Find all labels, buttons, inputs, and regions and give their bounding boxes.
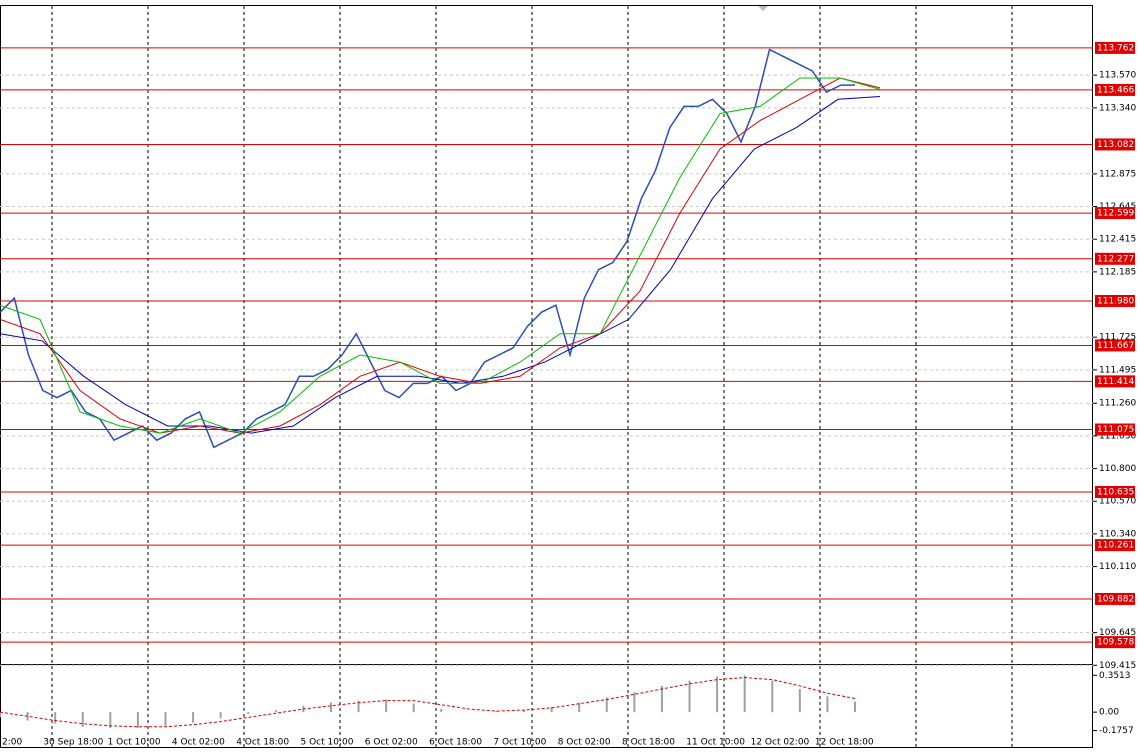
level-label: 111.667 [1097,341,1134,351]
y-tick-label: 109.415 [1099,661,1136,671]
y-tick-label: 111.260 [1099,399,1136,409]
y-tick-label: 111.030 [1099,431,1136,441]
y-tick-label: 111.725 [1099,333,1136,343]
y-tick-label: 110.340 [1099,529,1136,539]
level-label: 110.635 [1097,488,1134,498]
price-line [0,96,881,434]
level-label: 111.075 [1097,425,1134,435]
y-tick-label: 110.800 [1099,464,1136,474]
level-label: 111.414 [1097,377,1134,387]
x-tick-label: 7 Oct 10:00 [493,738,546,748]
x-tick-label: 11 Oct 10:00 [686,738,745,748]
y-tick-label: -0.1757 [1099,726,1134,736]
level-label: 112.599 [1097,209,1134,219]
y-tick-label: 110.110 [1099,562,1136,572]
level-label: 109.882 [1097,594,1134,604]
shift-marker [758,6,768,11]
level-label-box [1095,252,1135,265]
signal-line [0,676,856,728]
level-label: 110.261 [1097,541,1134,551]
x-tick-label: 2:00 [2,738,22,748]
x-tick-label: 5 Oct 10:00 [301,738,354,748]
level-label-box [1095,592,1135,605]
level-label-box [1095,636,1135,649]
level-label-box [1095,207,1135,220]
level-label-box [1095,83,1135,96]
y-tick-label: 113.570 [1099,71,1136,81]
price-line [0,77,881,434]
level-label-box [1095,423,1135,436]
x-tick-label: 6 Oct 02:00 [365,738,418,748]
y-tick-label: 110.570 [1099,497,1136,507]
level-label-box [1095,138,1135,151]
plot-frame [0,5,1093,748]
level-label-box [1095,539,1135,552]
y-tick-label: 0.3513 [1099,671,1131,681]
level-label: 113.762 [1097,43,1134,53]
level-label-box [1095,375,1135,388]
price-line [0,77,881,434]
x-tick-label: 12 Oct 02:00 [751,738,810,748]
x-tick-label: 12 Oct 18:00 [815,738,874,748]
level-label: 112.277 [1097,254,1134,264]
x-tick-label: 8 Oct 18:00 [622,738,675,748]
x-tick-label: 6 Oct 18:00 [429,738,482,748]
level-label: 111.980 [1097,296,1134,306]
y-tick-label: 112.185 [1099,267,1136,277]
level-label-box [1095,339,1135,352]
y-tick-label: 111.495 [1099,365,1136,375]
y-tick-label: 113.340 [1099,103,1136,113]
level-label-box [1095,486,1135,499]
level-label: 113.082 [1097,140,1134,150]
x-tick-label: 4 Oct 18:00 [236,738,289,748]
level-label-box [1095,294,1135,307]
y-tick-label: 109.645 [1099,628,1136,638]
level-label: 113.466 [1097,85,1134,95]
price-line [0,48,855,449]
x-tick-label: 8 Oct 02:00 [558,738,611,748]
y-tick-label: 112.415 [1099,235,1136,245]
y-tick-label: 112.645 [1099,202,1136,212]
y-tick-label: 0.00 [1099,708,1119,718]
y-tick-label: 112.875 [1099,169,1136,179]
level-label: 109.578 [1097,638,1134,648]
level-label-box [1095,41,1135,54]
x-tick-label: 1 Oct 10:00 [108,738,161,748]
x-tick-label: 4 Oct 02:00 [172,738,225,748]
x-tick-label: 30 Sep 18:00 [43,738,103,748]
